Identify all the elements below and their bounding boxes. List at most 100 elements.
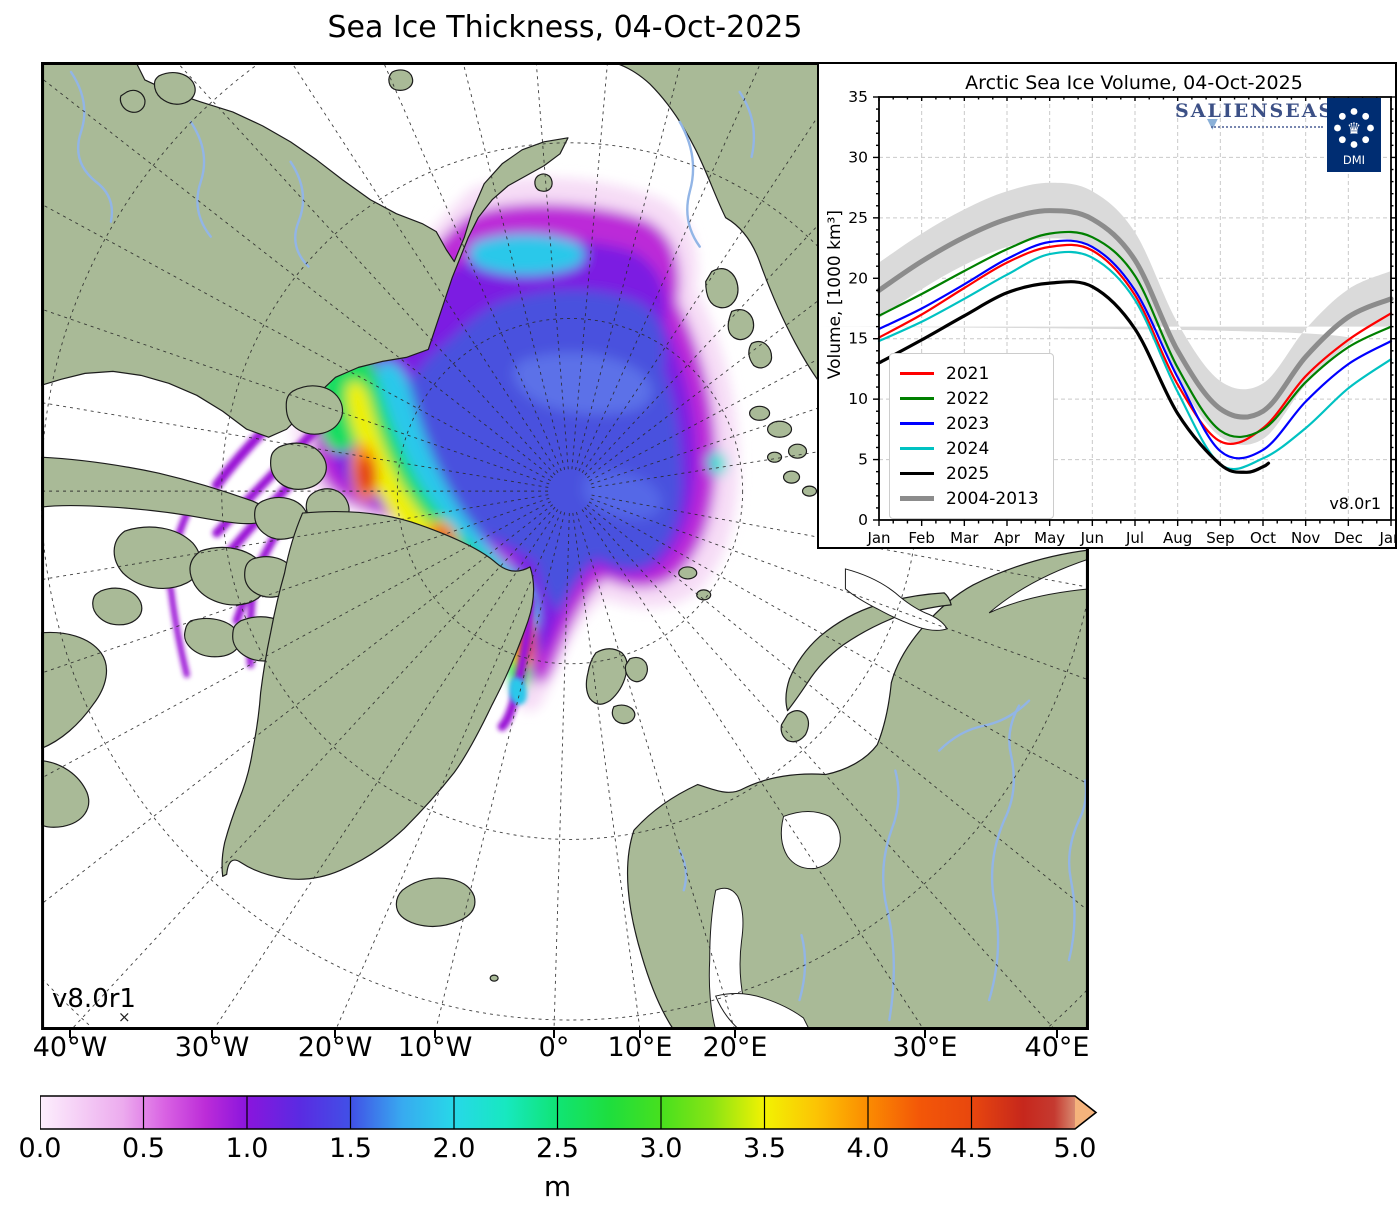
x-tick-label: Jan [866, 529, 890, 547]
colorbar-unit-label: m [543, 1170, 572, 1203]
land-siberia [41, 62, 569, 438]
y-tick-label: 35 [848, 88, 868, 106]
colorbar-tick-label: 1.5 [329, 1133, 372, 1164]
y-tick-label: 20 [848, 269, 868, 287]
island-fjl-5 [782, 470, 801, 484]
island-fjl-2 [766, 420, 793, 438]
x-tick-label: Jul [1125, 529, 1144, 547]
island-svalbard-ne [624, 656, 649, 683]
land-greenland [221, 510, 535, 880]
series-2022 [877, 230, 1393, 438]
lon-tick-mark [211, 1029, 213, 1038]
legend-swatch [900, 397, 934, 400]
figure-title: Sea Ice Thickness, 04-Oct-2025 [327, 10, 803, 45]
legend-swatch [900, 447, 934, 450]
legend-entry-2025: 2025 [900, 461, 1039, 486]
legend-entry-2004-2013: 2004-2013 [900, 486, 1039, 511]
island-laptev [534, 173, 553, 192]
island-iceland [395, 877, 476, 928]
island-new-siberian-2 [119, 89, 146, 113]
legend-swatch [900, 372, 934, 375]
island-novaya-zemlya [785, 592, 952, 712]
island-faroe [489, 974, 499, 982]
island-victoria-arctic [696, 589, 712, 601]
colorbar-tick-label: 3.0 [639, 1133, 683, 1164]
land-masses [41, 62, 1089, 1030]
y-tick-label: 30 [848, 148, 868, 166]
x-tick-label: Dec [1334, 529, 1363, 547]
dmi-logo: ♛ DMI [1327, 98, 1381, 176]
colorbar-tick-label: 1.0 [225, 1133, 269, 1164]
colorbar-tick-label: 4.0 [846, 1133, 890, 1164]
chart-version-label: v8.0r1 [1329, 494, 1381, 513]
island-top-center [388, 69, 414, 91]
island-banks [113, 526, 201, 589]
legend-entry-2023: 2023 [900, 411, 1039, 436]
legend-swatch [900, 496, 934, 501]
island-fjl-1 [749, 405, 771, 421]
y-tick-label: 15 [848, 330, 868, 348]
legend-swatch [900, 422, 934, 425]
salienseas-iceberg-icon: ▼ [1207, 116, 1218, 132]
lon-tick-mark [553, 1029, 555, 1038]
white-sea [780, 810, 841, 870]
x-tick-label: Sep [1206, 529, 1234, 547]
x-tick-label: Oct [1250, 529, 1276, 547]
map-version-label: v8.0r1 [52, 984, 136, 1014]
legend-entry-2022: 2022 [900, 386, 1039, 411]
legend-label: 2021 [946, 363, 990, 384]
dmi-crown-icon: ♛ [1347, 119, 1361, 138]
x-tick-label: May [1034, 529, 1065, 547]
legend-label: 2004-2013 [946, 488, 1039, 509]
y-tick-label: 25 [848, 209, 868, 227]
island-novaya-zemlya-s [780, 710, 810, 743]
lon-tick-mark [334, 1029, 336, 1038]
chart-ylabel: Volume, [1000 km³] [825, 210, 845, 380]
colorbar-tick-label: 3.5 [743, 1133, 786, 1164]
legend-label: 2022 [946, 388, 990, 409]
island-small-1 [92, 587, 143, 626]
lon-tick-mark [69, 1029, 71, 1038]
series-2025 [877, 280, 1271, 474]
legend-label: 2023 [946, 413, 990, 434]
island-ellesmere-1 [285, 385, 344, 435]
colorbar-tick-label: 2.0 [432, 1133, 476, 1164]
series-2023 [877, 239, 1393, 460]
x-tick-label: Jun [1080, 529, 1104, 547]
baltic-sea [715, 993, 811, 1030]
chart-legend: 2021 2022 2023 2024 2025 2004-2013 [889, 353, 1054, 519]
series-2021 [877, 243, 1393, 446]
rivers [69, 70, 1088, 1022]
legend-entry-2021: 2021 [900, 361, 1039, 386]
salienseas-logo: SALIENSEAS [1175, 100, 1332, 122]
y-tick-label: 5 [858, 451, 868, 469]
pole-marker: × [118, 1008, 131, 1026]
legend-entry-2024: 2024 [900, 436, 1039, 461]
lon-tick-mark [924, 1029, 926, 1038]
island-baffin-south [41, 759, 90, 828]
chart-title: Arctic Sea Ice Volume, 04-Oct-2025 [965, 72, 1303, 94]
colorbar-tick-label: 4.5 [950, 1133, 993, 1164]
island-kvitoya [678, 566, 698, 580]
salienseas-wordmark: SALIENSEAS [1175, 100, 1335, 122]
colorbar-tick-label: 5.0 [1053, 1133, 1097, 1164]
island-baffin-north [41, 631, 108, 750]
x-tick-label: Feb [908, 529, 935, 547]
x-tick-label: Apr [994, 529, 1021, 547]
legend-label: 2025 [946, 463, 990, 484]
island-svalbard-s [611, 704, 636, 725]
series-2004-2013 [876, 208, 1394, 420]
lon-tick-mark [434, 1029, 436, 1038]
dmi-text: DMI [1343, 153, 1365, 167]
x-tick-label: Mar [950, 529, 979, 547]
x-tick-label: Nov [1291, 529, 1320, 547]
y-tick-label: 10 [848, 390, 868, 408]
island-fjl-6 [801, 485, 818, 497]
island-fjl-4 [766, 451, 783, 463]
lon-tick-mark [734, 1029, 736, 1038]
x-tick-label: Jan [1378, 529, 1395, 547]
x-tick-label: Aug [1163, 529, 1192, 547]
island-small-2 [184, 617, 241, 658]
island-fjl-3 [787, 443, 808, 459]
